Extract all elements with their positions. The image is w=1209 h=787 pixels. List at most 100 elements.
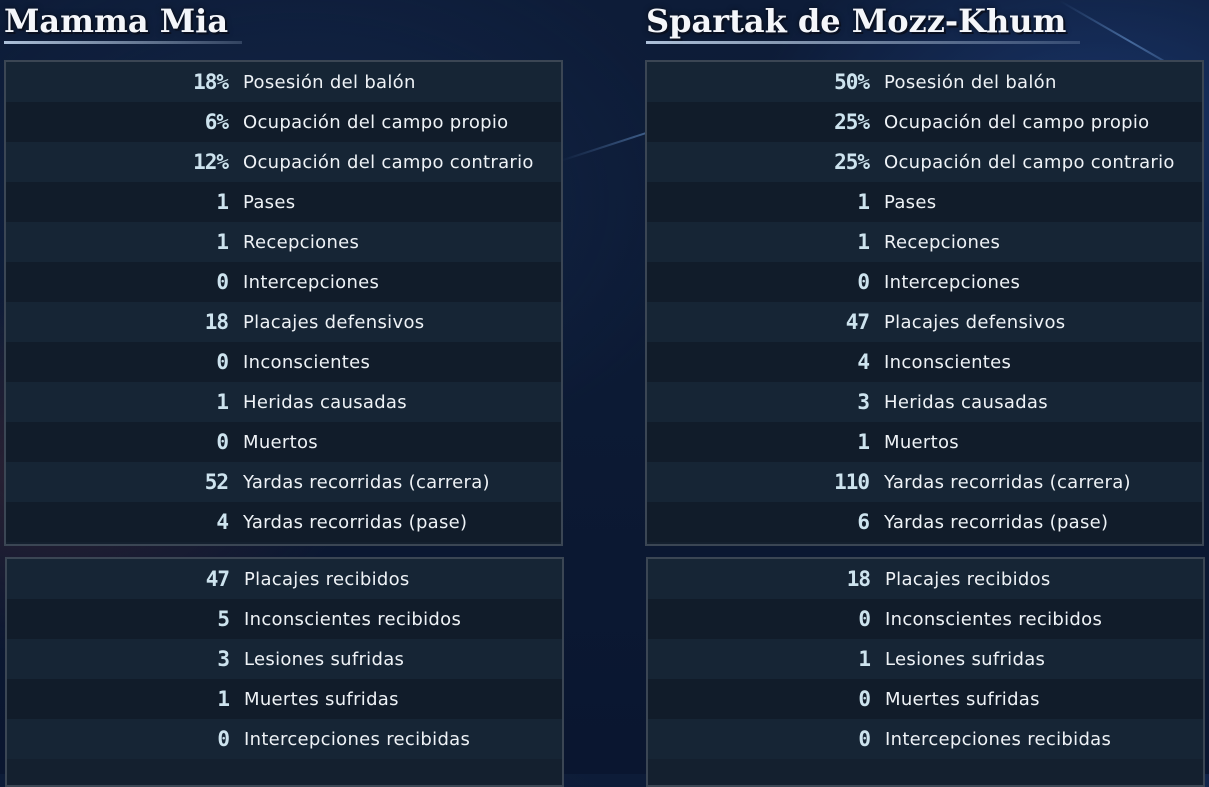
stat-label: Placajes defensivos (884, 311, 1066, 333)
stat-value: 0 (216, 350, 229, 374)
stat-row: 18 Placajes defensivos (6, 302, 561, 342)
stat-value: 47 (845, 310, 870, 334)
stat-label: Ocupación del campo contrario (884, 151, 1175, 173)
received-row: 18 Placajes recibidos (648, 559, 1203, 599)
stat-label: Intercepciones recibidas (885, 728, 1112, 750)
stat-label: Muertes sufridas (244, 688, 399, 710)
home-received-panel: 47 Placajes recibidos 5 Inconscientes re… (5, 557, 564, 787)
stat-value: 6 (857, 510, 870, 534)
stat-row: 1 Heridas causadas (6, 382, 561, 422)
stat-value: 0 (216, 270, 229, 294)
stat-value: 3 (217, 647, 230, 671)
stat-value: 5 (217, 607, 230, 631)
stat-value: 50% (834, 70, 870, 94)
stat-label: Intercepciones recibidas (244, 728, 471, 750)
stat-row: 0 Inconscientes (6, 342, 561, 382)
received-row: 0 Intercepciones recibidas (648, 719, 1203, 759)
stat-row: 18% Posesión del balón (6, 62, 561, 102)
stat-row: 1 Pases (6, 182, 561, 222)
stat-row: 1 Recepciones (647, 222, 1202, 262)
stat-label: Muertos (243, 431, 318, 453)
stat-value: 0 (857, 270, 870, 294)
stat-value: 25% (834, 110, 870, 134)
stat-row: 0 Intercepciones (6, 262, 561, 302)
stat-label: Inconscientes (243, 351, 371, 373)
stat-value: 52 (204, 470, 229, 494)
stat-value: 1 (216, 230, 229, 254)
stat-label: Inconscientes recibidos (244, 608, 462, 630)
stat-label: Intercepciones (884, 271, 1021, 293)
stat-value: 1 (858, 647, 871, 671)
stat-value: 1 (217, 687, 230, 711)
received-row: 5 Inconscientes recibidos (7, 599, 562, 639)
stat-row: 6 Yardas recorridas (pase) (647, 502, 1202, 542)
stat-row: 6% Ocupación del campo propio (6, 102, 561, 142)
stat-value: 1 (216, 190, 229, 214)
stat-label: Lesiones sufridas (885, 648, 1046, 670)
stat-row: 3 Heridas causadas (647, 382, 1202, 422)
stat-row: 50% Posesión del balón (647, 62, 1202, 102)
stat-row: 1 Recepciones (6, 222, 561, 262)
stat-label: Ocupación del campo contrario (243, 151, 534, 173)
stat-label: Recepciones (884, 231, 1001, 253)
stat-label: Inconscientes (884, 351, 1012, 373)
stat-value: 0 (217, 727, 230, 751)
stat-row: 110 Yardas recorridas (carrera) (647, 462, 1202, 502)
stat-value: 1 (216, 390, 229, 414)
stat-row: 4 Inconscientes (647, 342, 1202, 382)
stat-value: 0 (858, 607, 871, 631)
stat-label: Yardas recorridas (pase) (884, 511, 1109, 533)
stat-value: 0 (216, 430, 229, 454)
stat-value: 3 (857, 390, 870, 414)
stat-label: Placajes recibidos (244, 568, 410, 590)
stat-value: 18 (846, 567, 871, 591)
received-row: 1 Muertes sufridas (7, 679, 562, 719)
stat-row: 52 Yardas recorridas (carrera) (6, 462, 561, 502)
stat-label: Yardas recorridas (carrera) (243, 471, 490, 493)
stat-label: Recepciones (243, 231, 360, 253)
stat-row: 12% Ocupación del campo contrario (6, 142, 561, 182)
stat-value: 47 (205, 567, 230, 591)
stat-label: Yardas recorridas (pase) (243, 511, 468, 533)
received-row: 1 Lesiones sufridas (648, 639, 1203, 679)
stat-label: Posesión del balón (884, 71, 1057, 93)
stat-row: 0 Intercepciones (647, 262, 1202, 302)
received-row: 3 Lesiones sufridas (7, 639, 562, 679)
stat-value: 0 (858, 727, 871, 751)
home-stats-panel: 18% Posesión del balón 6% Ocupación del … (4, 60, 563, 546)
away-stats-panel: 50% Posesión del balón 25% Ocupación del… (645, 60, 1204, 546)
stat-row: 0 Muertos (6, 422, 561, 462)
stat-label: Muertos (884, 431, 959, 453)
stat-label: Pases (884, 191, 937, 213)
stat-row: 47 Placajes defensivos (647, 302, 1202, 342)
stat-value: 18 (204, 310, 229, 334)
stat-value: 1 (857, 230, 870, 254)
stat-row: 1 Pases (647, 182, 1202, 222)
stat-value: 110 (834, 470, 870, 494)
received-row: 0 Inconscientes recibidos (648, 599, 1203, 639)
stat-label: Lesiones sufridas (244, 648, 405, 670)
stat-value: 25% (834, 150, 870, 174)
stat-value: 4 (216, 510, 229, 534)
stat-row: 25% Ocupación del campo propio (647, 102, 1202, 142)
stat-label: Muertes sufridas (885, 688, 1040, 710)
stat-value: 6% (204, 110, 229, 134)
stat-label: Inconscientes recibidos (885, 608, 1103, 630)
stat-label: Ocupación del campo propio (243, 111, 509, 133)
stat-label: Heridas causadas (243, 391, 407, 413)
stat-label: Placajes defensivos (243, 311, 425, 333)
team-name-home: Mamma Mia (4, 2, 243, 44)
stat-label: Pases (243, 191, 296, 213)
team-name-away: Spartak de Mozz-Khum (646, 2, 1081, 44)
received-row: 47 Placajes recibidos (7, 559, 562, 599)
stat-label: Ocupación del campo propio (884, 111, 1150, 133)
away-received-panel: 18 Placajes recibidos 0 Inconscientes re… (646, 557, 1205, 787)
received-row: 0 Intercepciones recibidas (7, 719, 562, 759)
stat-value: 1 (857, 430, 870, 454)
stat-value: 1 (857, 190, 870, 214)
stat-value: 18% (193, 70, 229, 94)
stat-value: 4 (857, 350, 870, 374)
stat-row: 4 Yardas recorridas (pase) (6, 502, 561, 542)
stat-row: 25% Ocupación del campo contrario (647, 142, 1202, 182)
received-row: 0 Muertes sufridas (648, 679, 1203, 719)
